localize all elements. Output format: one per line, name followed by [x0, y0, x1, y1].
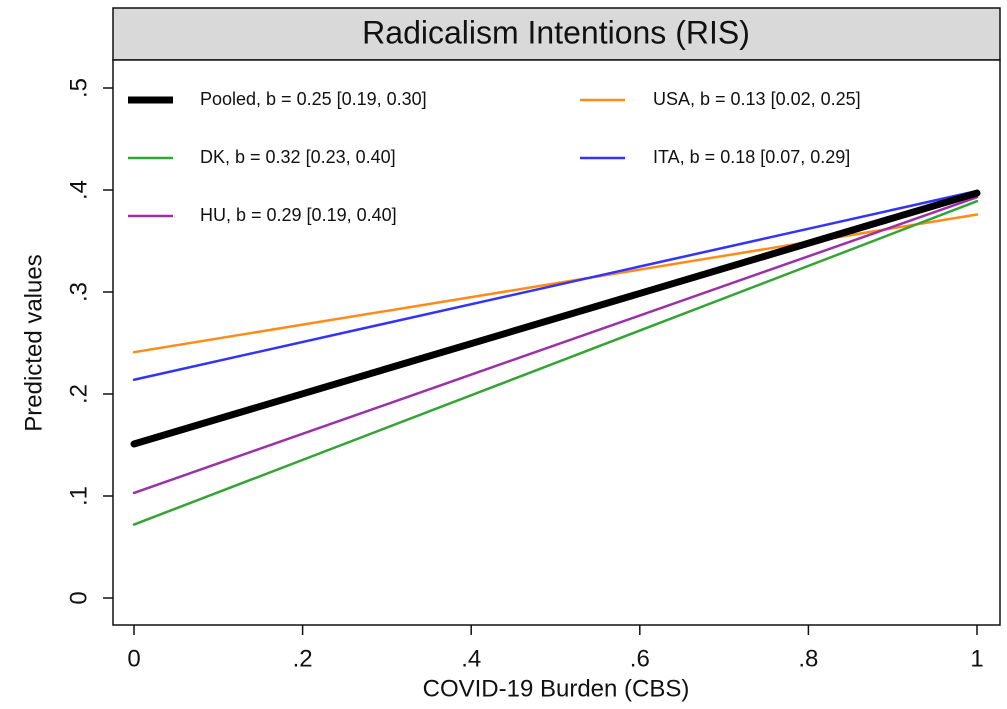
y-tick-label: .5 [65, 78, 92, 98]
series-line [132, 195, 979, 495]
series-line [132, 189, 979, 381]
legend-label: USA, b = 0.13 [0.02, 0.25] [653, 89, 861, 109]
plot-frame [112, 59, 1001, 626]
x-tick-label: .4 [461, 645, 481, 672]
chart-title: Radicalism Intentions (RIS) [362, 14, 750, 50]
legend-label: DK, b = 0.32 [0.23, 0.40] [200, 147, 396, 167]
series-line [132, 199, 979, 526]
title-band [112, 7, 1001, 61]
x-axis-label: COVID-19 Burden (CBS) [423, 675, 690, 702]
legend-label: Pooled, b = 0.25 [0.19, 0.30] [200, 89, 427, 109]
y-tick-label: .1 [65, 486, 92, 506]
legend-label: HU, b = 0.29 [0.19, 0.40] [200, 205, 397, 225]
x-tick-label: .2 [293, 645, 313, 672]
y-tick-label: .4 [65, 180, 92, 200]
y-tick-label: .3 [65, 282, 92, 302]
y-axis-label: Predicted values [20, 254, 47, 431]
x-tick-label: .6 [630, 645, 650, 672]
y-tick-label: .2 [65, 384, 92, 404]
x-tick-label: 0 [127, 645, 140, 672]
y-tick-label: 0 [65, 591, 92, 604]
x-tick-label: 1 [970, 645, 983, 672]
series-line [130, 189, 981, 448]
legend-label: ITA, b = 0.18 [0.07, 0.29] [653, 147, 850, 167]
x-tick-label: .8 [798, 645, 818, 672]
